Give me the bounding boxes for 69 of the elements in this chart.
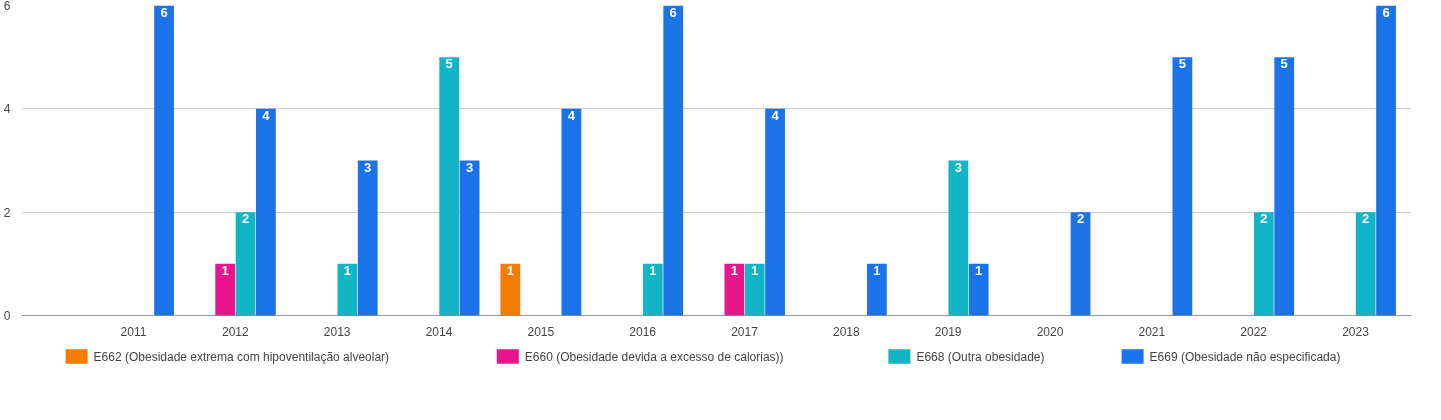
bar — [357, 160, 378, 316]
legend-label: E662 (Obesidade extrema com hipoventilação alveolar) — [93, 349, 390, 364]
legend-label: E669 (Obesidade não especificada) — [1149, 349, 1341, 364]
y-tick-label: 2 — [3, 205, 11, 220]
x-tick-label: 2015 — [527, 324, 555, 339]
data-label: 1 — [873, 262, 881, 278]
bar — [642, 263, 663, 316]
bar — [561, 108, 582, 316]
data-label: 1 — [221, 262, 229, 278]
x-tick-label: 2022 — [1240, 324, 1268, 339]
legend-label: E660 (Obesidade devida a excesso de calorias)) — [524, 349, 784, 364]
data-label: 2 — [241, 211, 250, 227]
x-tick-label: 2014 — [425, 324, 453, 339]
data-label: 4 — [567, 107, 576, 123]
bar — [235, 212, 256, 316]
x-tick-label: 2018 — [832, 324, 861, 339]
bar — [439, 57, 460, 316]
bar — [1274, 57, 1295, 316]
data-label: 4 — [262, 107, 271, 123]
bar — [1376, 5, 1396, 316]
x-tick-label: 2011 — [120, 324, 147, 339]
bar — [663, 5, 684, 316]
bar — [215, 263, 236, 316]
bar — [724, 263, 745, 316]
bar — [500, 263, 521, 316]
bar — [1070, 212, 1091, 316]
y-tick-label: 6 — [3, 0, 11, 13]
y-tick-label: 0 — [3, 309, 11, 323]
bar — [256, 108, 276, 316]
x-tick-label: 2013 — [323, 324, 351, 339]
data-label: 6 — [160, 4, 168, 20]
data-label: 6 — [669, 4, 677, 20]
bar — [154, 5, 174, 316]
bar — [968, 263, 989, 316]
data-label: 1 — [975, 262, 983, 278]
legend-label: E668 (Outra obesidade) — [916, 349, 1045, 364]
data-label: 4 — [771, 107, 780, 123]
x-tick-label: 2012 — [222, 324, 250, 339]
data-label: 2 — [1260, 211, 1268, 227]
bar — [1355, 212, 1376, 316]
data-label: 3 — [954, 159, 962, 175]
bar — [867, 263, 887, 316]
bar — [1172, 57, 1193, 316]
x-tick-label: 2017 — [731, 324, 759, 339]
data-label: 1 — [730, 262, 738, 278]
bar — [948, 160, 969, 316]
x-tick-label: 2020 — [1036, 324, 1064, 339]
data-label: 2 — [1076, 211, 1085, 227]
x-tick-label: 2016 — [629, 324, 657, 339]
y-tick-label: 4 — [3, 102, 11, 117]
data-label: 5 — [445, 56, 453, 72]
bar — [744, 263, 765, 316]
x-tick-label: 2021 — [1138, 324, 1166, 339]
data-label: 1 — [649, 262, 657, 278]
x-tick-label: 2019 — [934, 324, 962, 339]
data-label: 1 — [506, 262, 514, 278]
data-label: 3 — [465, 159, 474, 175]
data-label: 5 — [1280, 56, 1288, 72]
data-label: 6 — [1382, 4, 1390, 20]
data-label: 1 — [343, 262, 351, 278]
bar — [765, 108, 785, 316]
data-label: 3 — [364, 159, 372, 175]
data-label: 1 — [751, 262, 759, 278]
bar — [459, 160, 480, 316]
bar — [1253, 212, 1274, 316]
x-tick-label: 2023 — [1342, 324, 1370, 339]
data-label: 5 — [1178, 56, 1186, 72]
data-label: 2 — [1362, 211, 1370, 227]
bar — [337, 263, 358, 316]
